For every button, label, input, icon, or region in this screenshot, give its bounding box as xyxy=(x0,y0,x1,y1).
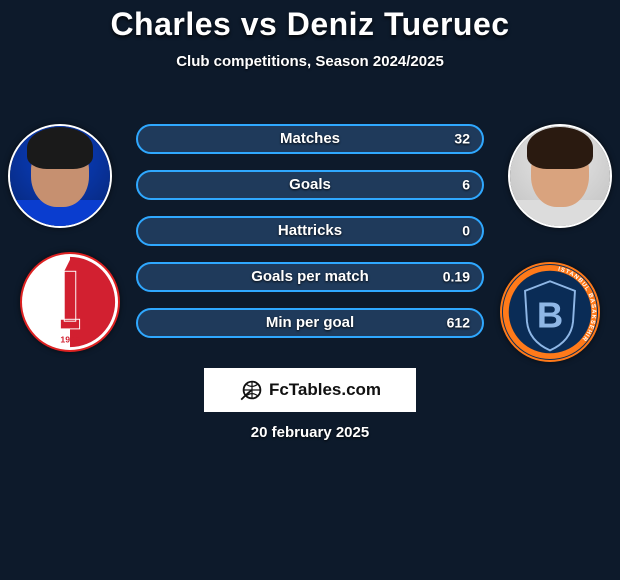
player1-avatar xyxy=(8,124,112,228)
stat-pill: Hattricks 0 xyxy=(136,216,484,246)
stat-pill-list: Matches 32 Goals 6 Hattricks 0 Goals per match… xyxy=(136,124,484,354)
stat-label: Min per goal xyxy=(266,314,354,331)
player1-hair xyxy=(27,127,93,169)
crest-letter: B xyxy=(537,294,563,335)
stat-pill: Goals per match 0.19 xyxy=(136,262,484,292)
stat-label: Matches xyxy=(280,130,340,147)
player2-avatar xyxy=(508,124,612,228)
comparison-date: 20 february 2025 xyxy=(0,424,620,441)
fctables-logo-icon xyxy=(239,378,265,402)
stat-right-value: 6 xyxy=(462,177,470,193)
stat-pill: Goals 6 xyxy=(136,170,484,200)
player2-hair xyxy=(527,127,593,169)
subtitle: Club competitions, Season 2024/2025 xyxy=(0,53,620,70)
brand-name: FcTables.com xyxy=(269,380,381,400)
stat-label: Goals xyxy=(289,176,331,193)
brand-logo-box[interactable]: FcTables.com xyxy=(204,368,416,412)
page-title: Charles vs Deniz Tueruec xyxy=(0,6,620,43)
stat-label: Goals per match xyxy=(251,268,369,285)
crest-year: 1966 xyxy=(60,334,79,344)
stat-right-value: 0.19 xyxy=(443,269,470,285)
stat-right-value: 0 xyxy=(462,223,470,239)
comparison-card: Charles vs Deniz Tueruec Club competitio… xyxy=(0,0,620,580)
antalyaspor-crest-icon: 1966 xyxy=(22,254,118,350)
stat-pill: Min per goal 612 xyxy=(136,308,484,338)
basaksehir-crest-icon: B ISTANBUL BASAKSEHIR xyxy=(502,264,598,360)
stat-pill: Matches 32 xyxy=(136,124,484,154)
stat-label: Hattricks xyxy=(278,222,342,239)
stat-right-value: 612 xyxy=(447,315,470,331)
player2-club-crest: B ISTANBUL BASAKSEHIR xyxy=(500,262,600,362)
player1-club-crest: 1966 xyxy=(20,252,120,352)
stat-right-value: 32 xyxy=(454,131,470,147)
